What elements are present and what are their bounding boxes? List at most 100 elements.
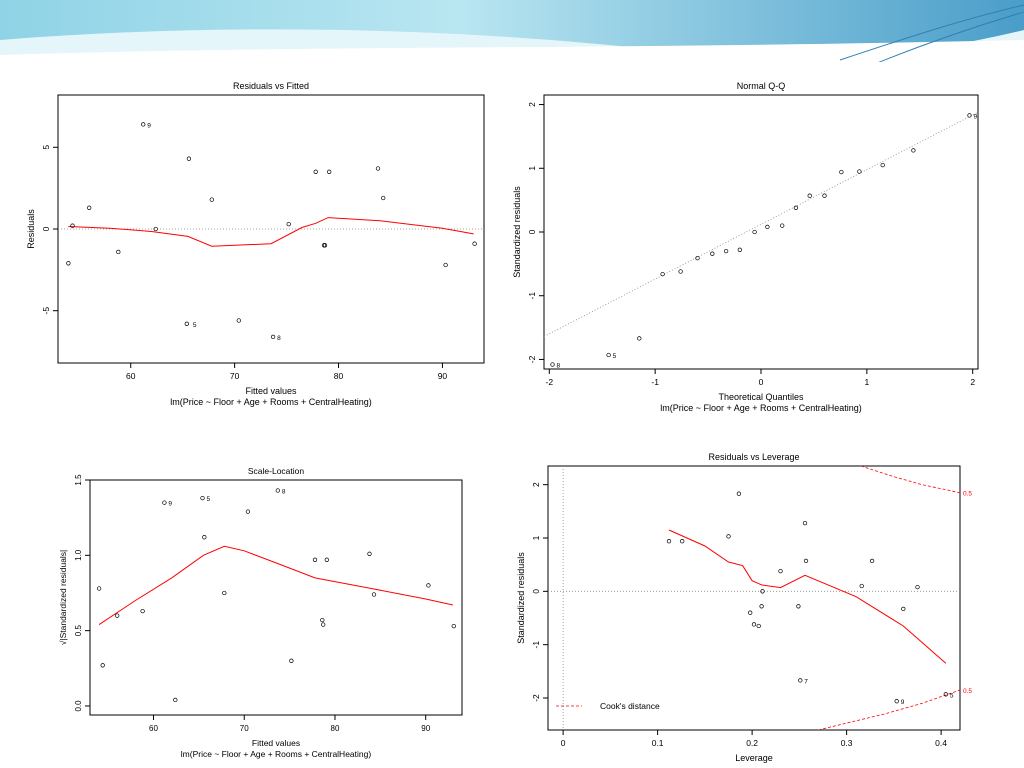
x-tick-label: 70 xyxy=(240,724,249,733)
x-tick-label: -1 xyxy=(651,377,659,387)
data-point xyxy=(66,261,71,266)
x-tick-label: 80 xyxy=(331,724,340,733)
chart-residuals-vs-fitted: Residuals vs Fitted 60 70 80 90 -5 0 5 Fitted va… xyxy=(26,81,485,407)
data-point xyxy=(606,352,611,358)
data-point xyxy=(807,193,812,198)
data-point xyxy=(209,197,214,202)
y-tick-label: 2 xyxy=(531,482,541,487)
data-point xyxy=(116,249,121,255)
y-tick-label: 0.5 xyxy=(74,625,83,637)
x-tick-label: 1 xyxy=(864,377,869,387)
data-point xyxy=(869,558,875,564)
point-label: 8 xyxy=(277,335,281,342)
data-point xyxy=(222,590,227,596)
data-point xyxy=(162,500,167,505)
panel-residuals-vs-leverage: Residuals vs Leverage 0 0.1 0.2 0.3 0.4 -2 -1 0 1… xyxy=(500,440,980,768)
y-tick-label: 5 xyxy=(41,145,51,150)
chart-title: Scale-Location xyxy=(248,466,305,476)
data-point xyxy=(472,241,477,246)
point-label: 8 xyxy=(556,363,560,370)
data-point xyxy=(140,608,145,614)
x-tick-label: 2 xyxy=(970,377,975,387)
data-point xyxy=(70,223,75,228)
data-point xyxy=(894,699,899,704)
y-axis-label: Standardized residuals xyxy=(512,186,522,278)
data-point xyxy=(756,623,761,629)
x-axis-label: Theoretical Quantiles xyxy=(718,392,804,402)
x-tick-label: 0 xyxy=(561,738,566,748)
y-tick-label: -2 xyxy=(527,355,537,363)
x-axis-subtitle: lm(Price ~ Floor + Age + Rooms + Central… xyxy=(181,749,372,759)
panel-scale-location: Scale-Location 60 70 80 90 0.0 0.5 1.0 1.5 Fitted… xyxy=(50,440,480,760)
data-point xyxy=(289,658,294,663)
point-label: 9 xyxy=(901,699,905,706)
y-axis-label: √|Standardized residuals| xyxy=(58,550,68,646)
data-point xyxy=(324,557,329,562)
data-point xyxy=(710,251,715,256)
y-tick-label: 0 xyxy=(527,229,537,234)
x-tick-label: 60 xyxy=(149,724,158,733)
cooks-label-upper: 0.5 xyxy=(963,491,972,498)
data-point xyxy=(200,495,205,501)
data-point xyxy=(245,509,251,514)
data-point xyxy=(666,539,672,544)
data-point xyxy=(736,491,742,496)
data-point xyxy=(115,613,120,618)
qq-reference-line xyxy=(543,111,979,337)
point-label: 9 xyxy=(974,113,978,120)
data-point xyxy=(322,243,328,248)
data-point xyxy=(381,195,386,201)
y-tick-label: 1 xyxy=(527,166,537,171)
data-point xyxy=(371,592,377,597)
point-label: 9 xyxy=(168,501,172,508)
y-tick-label: 1.5 xyxy=(74,474,83,486)
data-point xyxy=(451,623,456,629)
data-point xyxy=(726,534,731,539)
data-point xyxy=(695,255,700,261)
chart-residuals-vs-leverage: Residuals vs Leverage 0 0.1 0.2 0.3 0.4 -2 -1 0 1… xyxy=(516,452,972,763)
data-point xyxy=(96,586,102,591)
point-label: 8 xyxy=(282,489,286,496)
data-point xyxy=(822,193,827,198)
data-point xyxy=(426,583,431,588)
data-point xyxy=(765,224,770,230)
data-point xyxy=(312,557,318,562)
data-point xyxy=(270,334,276,340)
data-point xyxy=(660,271,665,277)
data-point xyxy=(839,169,844,175)
data-point xyxy=(87,205,92,210)
y-tick-label: 1 xyxy=(531,535,541,540)
data-point xyxy=(796,604,801,609)
point-label: 5 xyxy=(193,322,197,329)
x-tick-label: -2 xyxy=(546,377,554,387)
data-point xyxy=(173,697,178,703)
legend-label-cooks: Cook's distance xyxy=(600,701,660,711)
smooth-line xyxy=(668,529,947,664)
x-tick-label: 0.1 xyxy=(652,738,664,748)
x-tick-label: 0 xyxy=(759,377,764,387)
x-tick-label: 0.4 xyxy=(935,738,947,748)
data-point xyxy=(286,221,291,227)
x-tick-label: 90 xyxy=(421,724,430,733)
panel-residuals-vs-fitted: Residuals vs Fitted 60 70 80 90 -5 0 5 Fitted va… xyxy=(16,55,496,420)
x-tick-label: 90 xyxy=(438,371,448,381)
cooks-distance-upper xyxy=(860,466,960,494)
data-point xyxy=(901,606,906,612)
x-tick-label: 70 xyxy=(230,371,240,381)
data-point xyxy=(880,162,885,168)
data-point xyxy=(857,169,862,174)
data-point xyxy=(798,678,803,683)
data-point xyxy=(778,568,783,574)
data-point xyxy=(760,589,765,594)
data-point xyxy=(780,223,785,228)
y-tick-label: 1.0 xyxy=(74,549,83,561)
x-tick-label: 0.3 xyxy=(841,738,853,748)
data-point xyxy=(153,226,158,232)
data-point xyxy=(723,248,729,254)
cooks-label-lower: 0.5 xyxy=(963,688,972,695)
point-label: 5 xyxy=(950,692,954,699)
x-axis-label: Fitted values xyxy=(245,386,297,396)
plot-frame xyxy=(547,465,961,731)
data-point xyxy=(637,336,642,341)
data-point xyxy=(793,205,799,210)
